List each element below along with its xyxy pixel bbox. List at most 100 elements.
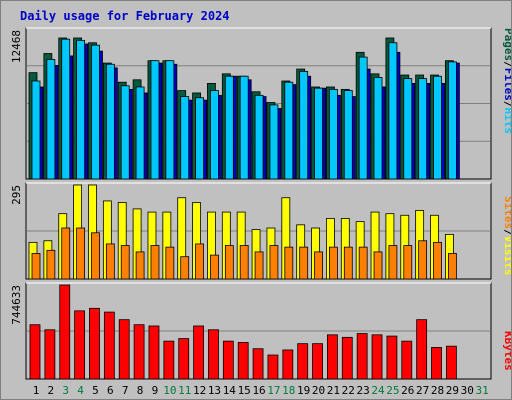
axis-max-label: 295 (10, 185, 23, 205)
bar-sites-day-29 (447, 253, 457, 280)
bar-kbytes-day-3 (59, 284, 71, 380)
legend-entry: KBytes (502, 331, 511, 371)
bar-hits-day-22 (343, 90, 353, 180)
bar-hits-day-3 (61, 38, 71, 180)
bar-sites-day-2 (46, 249, 56, 280)
bar-hits-day-8 (135, 86, 145, 180)
bar-hits-day-15 (239, 75, 249, 180)
bar-sites-day-6 (105, 243, 115, 280)
bar-hits-day-26 (403, 78, 413, 180)
bar-kbytes-day-14 (222, 340, 234, 380)
bar-hits-day-16 (254, 94, 264, 180)
bar-sites-day-9 (150, 245, 160, 280)
axis-max-label: 744633 (10, 285, 23, 325)
bar-hits-day-13 (210, 90, 219, 180)
x-tick-label-day-15: 15 (238, 384, 251, 397)
bar-sites-day-15 (239, 245, 249, 280)
bar-kbytes-day-24 (371, 334, 383, 380)
legend-hits-files-pages: Pages/Files/Hits (502, 28, 511, 134)
legend-entry: Sites (502, 196, 511, 229)
bar-hits-day-19 (299, 71, 309, 180)
chart-title: Daily usage for February 2024 (20, 9, 230, 23)
bar-kbytes-day-26 (401, 340, 413, 380)
bar-sites-day-19 (299, 246, 309, 280)
bar-hits-day-6 (105, 63, 115, 180)
bar-sites-day-11 (180, 256, 190, 280)
bar-kbytes-day-1 (29, 324, 41, 380)
x-tick-label-day-25: 25 (386, 384, 399, 397)
x-tick-label-day-17: 17 (267, 384, 280, 397)
bar-kbytes-day-16 (252, 348, 264, 380)
bar-hits-day-29 (447, 61, 457, 180)
bar-kbytes-day-27 (416, 319, 428, 380)
bar-sites-day-5 (91, 232, 100, 280)
bar-kbytes-day-7 (118, 319, 130, 380)
bar-kbytes-day-4 (74, 310, 86, 380)
bar-hits-day-24 (373, 77, 383, 180)
x-tick-label-day-4: 4 (77, 384, 84, 397)
x-tick-label-day-12: 12 (193, 384, 206, 397)
x-tick-label-day-24: 24 (371, 384, 385, 397)
bar-kbytes-day-17 (267, 354, 279, 380)
bar-kbytes-day-2 (44, 329, 56, 380)
x-tick-label-day-19: 19 (297, 384, 310, 397)
bar-kbytes-day-22 (341, 336, 353, 380)
x-tick-label-day-13: 13 (208, 384, 221, 397)
x-tick-label-day-2: 2 (48, 384, 55, 397)
x-tick-label-day-8: 8 (137, 384, 144, 397)
x-tick-label-day-29: 29 (446, 384, 459, 397)
bar-hits-day-21 (329, 88, 338, 180)
bar-hits-day-9 (150, 60, 160, 180)
bar-kbytes-day-6 (103, 311, 115, 380)
x-tick-label-day-21: 21 (327, 384, 340, 397)
x-tick-label-day-20: 20 (312, 384, 325, 397)
bar-sites-day-21 (329, 246, 338, 280)
bar-kbytes-day-23 (356, 333, 368, 380)
x-tick-label-day-18: 18 (282, 384, 295, 397)
bar-kbytes-day-8 (133, 324, 145, 380)
legend-entry: Files (502, 68, 511, 101)
x-tick-label-day-1: 1 (33, 384, 40, 397)
bar-kbytes-day-9 (148, 325, 160, 380)
bar-hits-day-7 (120, 85, 130, 180)
bar-sites-day-26 (403, 245, 413, 280)
bar-hits-day-27 (418, 78, 428, 180)
bar-sites-day-28 (433, 241, 442, 280)
x-tick-label-day-5: 5 (92, 384, 99, 397)
legend-entry: Visits (502, 236, 511, 276)
bar-sites-day-27 (418, 240, 428, 280)
bar-hits-day-25 (388, 42, 398, 180)
bar-kbytes-day-19 (297, 343, 309, 380)
bar-kbytes-day-12 (193, 325, 204, 380)
bar-kbytes-day-29 (445, 345, 457, 380)
bar-hits-day-2 (46, 59, 56, 180)
bar-sites-day-10 (165, 246, 175, 280)
bar-sites-day-18 (284, 246, 294, 280)
x-tick-label-day-11: 11 (178, 384, 191, 397)
x-tick-label-day-6: 6 (107, 384, 114, 397)
legend-entry: / (502, 229, 511, 236)
bar-hits-day-12 (195, 97, 204, 180)
x-tick-label-day-30: 30 (461, 384, 474, 397)
x-tick-label-day-22: 22 (342, 384, 355, 397)
legend-kbytes: KBytes (502, 331, 511, 371)
x-tick-label-day-14: 14 (223, 384, 237, 397)
bar-sites-day-22 (343, 246, 353, 280)
bar-sites-day-20 (314, 251, 323, 280)
x-tick-label-day-23: 23 (357, 384, 370, 397)
bar-kbytes-day-25 (386, 335, 398, 380)
bar-sites-day-7 (120, 245, 130, 280)
x-tick-label-day-31: 31 (476, 384, 489, 397)
bar-sites-day-13 (210, 254, 219, 280)
x-tick-label-day-10: 10 (163, 384, 176, 397)
bar-sites-day-17 (269, 245, 279, 280)
bar-hits-day-20 (314, 87, 323, 180)
bar-hits-day-10 (165, 60, 175, 180)
bar-kbytes-day-18 (282, 349, 294, 380)
bar-hits-day-11 (180, 96, 190, 180)
bar-hits-day-1 (31, 80, 41, 180)
legend-entry: Hits (502, 108, 511, 135)
bar-sites-day-8 (135, 251, 145, 280)
bar-sites-day-25 (388, 245, 398, 280)
